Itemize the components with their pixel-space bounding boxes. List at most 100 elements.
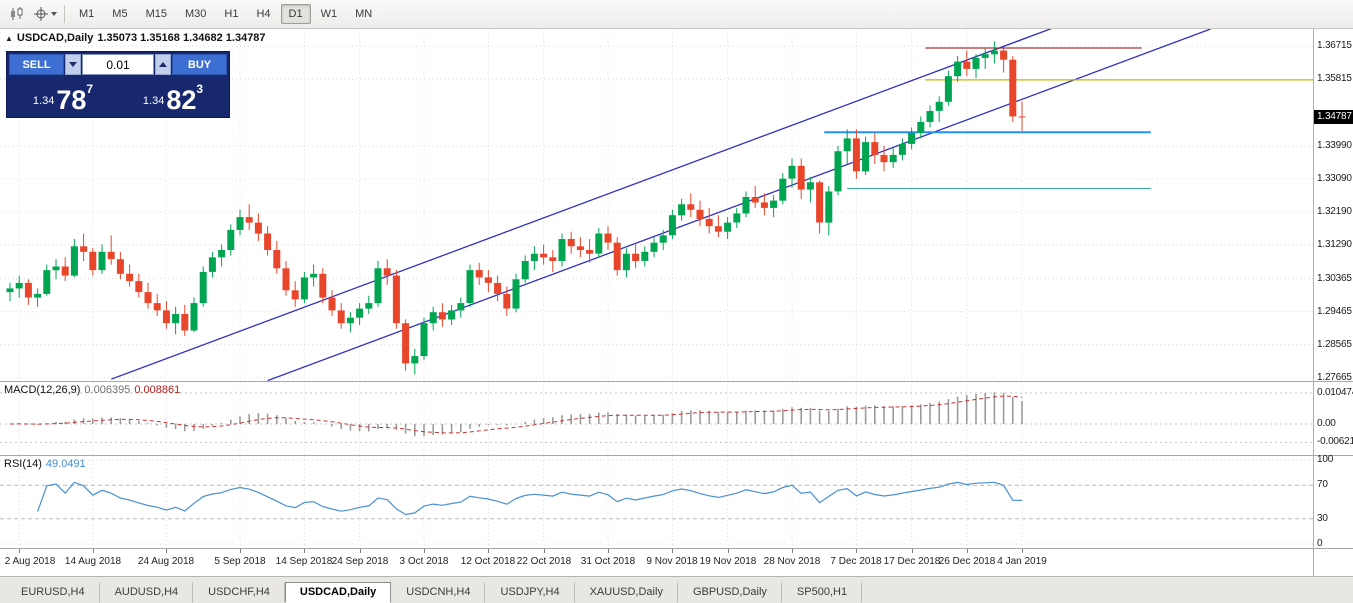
date-axis-label: 12 Oct 2018 [460,556,516,567]
current-price-tag: 1.34787 [1314,110,1353,124]
rsi-axis-label: 30 [1317,513,1328,524]
rsi-axis-label: 70 [1317,479,1328,490]
buy-price-sup: 3 [196,82,204,96]
macd-label: MACD(12,26,9) 0.006395 0.008861 [4,384,180,396]
rsi-panel: 100 70 30 0 RSI(14) 49.0491 [0,454,1353,549]
price-axis-label: 1.30365 [1317,273,1352,284]
price-plot[interactable] [0,29,1313,381]
timeframe-toolbar: M1 M5 M15 M30 H1 H4 D1 W1 MN [70,4,381,24]
date-axis-label: 2 Aug 2018 [4,556,56,567]
chart-type-button[interactable] [4,2,30,26]
date-tick-mark [544,549,545,553]
crosshair-tool-button[interactable] [32,2,58,26]
volume-decrease-button[interactable] [65,54,81,75]
macd-axis-label: 0.00 [1317,418,1336,429]
date-tick-mark [166,549,167,553]
sell-price-sup: 7 [86,82,94,96]
panel-splitter[interactable] [0,381,1353,382]
date-axis-label: 24 Aug 2018 [137,556,195,567]
macd-plot[interactable] [0,382,1313,455]
date-tick-mark [1022,549,1023,553]
timeframe-w1-button[interactable]: W1 [313,4,346,24]
chart-tab-eurusd[interactable]: EURUSD,H4 [6,582,100,603]
caret-down-icon [69,62,77,67]
chart-tab-usdcad[interactable]: USDCAD,Daily [284,582,392,603]
axis-corner [1313,549,1353,576]
sell-price-prefix: 1.34 [32,95,55,107]
rsi-plot[interactable] [0,456,1313,548]
date-axis-label: 26 Dec 2018 [938,556,996,567]
date-tick-mark [424,549,425,553]
buy-button[interactable]: BUY [172,54,227,75]
timeframe-mn-button[interactable]: MN [347,4,380,24]
timeframe-d1-button[interactable]: D1 [280,4,311,24]
date-axis-label: 17 Dec 2018 [883,556,941,567]
macd-main-value: 0.006395 [84,384,131,396]
date-axis[interactable]: 2 Aug 2018 14 Aug 2018 24 Aug 2018 5 Sep 20… [0,549,1353,576]
date-axis-label: 24 Sep 2018 [331,556,389,567]
timeframe-m5-button[interactable]: M5 [104,4,135,24]
chart-tab-xauusd[interactable]: XAUUSD,Daily [575,582,678,603]
timeframe-h1-button[interactable]: H1 [216,4,246,24]
collapse-arrow-icon[interactable]: ▲ [5,33,13,43]
date-tick-mark [488,549,489,553]
date-tick-mark [240,549,241,553]
date-axis-label: 14 Aug 2018 [64,556,122,567]
timeframe-m1-button[interactable]: M1 [71,4,102,24]
candlestick-chart-icon [10,7,22,20]
timeframe-m15-button[interactable]: M15 [138,4,175,24]
chart-tab-usdchf[interactable]: USDCHF,H4 [193,582,285,603]
date-axis-label: 28 Nov 2018 [763,556,821,567]
sell-button[interactable]: SELL [9,54,64,75]
date-tick-mark [856,549,857,553]
date-tick-mark [792,549,793,553]
date-axis-label: 5 Sep 2018 [214,556,266,567]
chart-tab-usdjpy[interactable]: USDJPY,H4 [485,582,575,603]
date-tick-mark [912,549,913,553]
buy-price[interactable]: 1.34 82 3 [119,77,227,115]
macd-axis-label: -0.006218 [1317,436,1353,447]
price-axis[interactable]: 1.36715 1.35815 1.33990 1.33090 1.32190 1.312… [1313,29,1353,383]
caret-up-icon [159,62,167,67]
chart-tab-gbpusd[interactable]: GBPUSD,Daily [678,582,782,603]
rsi-label: RSI(14) 49.0491 [4,458,86,470]
macd-name: MACD(12,26,9) [4,384,81,396]
date-tick-mark [19,549,20,553]
date-axis-label: 3 Oct 2018 [399,556,449,567]
crosshair-icon [33,7,48,21]
chart-tab-sp500[interactable]: SP500,H1 [782,582,863,603]
date-axis-label: 4 Jan 2019 [997,556,1047,567]
timeframe-h4-button[interactable]: H4 [248,4,278,24]
date-tick-mark [672,549,673,553]
dropdown-caret-icon [50,12,57,16]
volume-input[interactable] [82,54,154,75]
date-tick-mark [93,549,94,553]
sell-price-big: 78 [56,84,87,115]
date-tick-mark [967,549,968,553]
price-axis-label: 1.35815 [1317,73,1352,84]
date-tick-mark [304,549,305,553]
macd-axis-label: 0.010474 [1317,387,1353,398]
timeframe-m30-button[interactable]: M30 [177,4,214,24]
chart-tab-audusd[interactable]: AUDUSD,H4 [100,582,194,603]
price-axis-label: 1.27665 [1317,372,1352,383]
chart-title-ohlc: 1.35073 1.35168 1.34682 1.34787 [97,32,266,44]
date-tick-mark [608,549,609,553]
main-chart-pane: 1.36715 1.35815 1.33990 1.33090 1.32190 1.312… [0,29,1353,383]
chart-tab-usdcnh[interactable]: USDCNH,H4 [391,582,486,603]
date-axis-label: 9 Nov 2018 [646,556,698,567]
date-axis-label: 31 Oct 2018 [580,556,636,567]
date-axis-label: 19 Nov 2018 [699,556,757,567]
panel-splitter[interactable] [0,455,1353,456]
rsi-name: RSI(14) [4,458,42,470]
toolbar: M1 M5 M15 M30 H1 H4 D1 W1 MN [0,0,1353,29]
panel-splitter[interactable] [0,548,1353,549]
volume-increase-button[interactable] [155,54,171,75]
buy-price-big: 82 [166,84,197,115]
sell-price[interactable]: 1.34 78 7 [9,77,117,115]
rsi-axis: 100 70 30 0 [1313,454,1353,549]
date-tick-mark [728,549,729,553]
chart-title-symbol: USDCAD,Daily [16,32,94,44]
chart-tabs: EURUSD,H4 AUDUSD,H4 USDCHF,H4 USDCAD,Daily U… [0,576,1353,603]
